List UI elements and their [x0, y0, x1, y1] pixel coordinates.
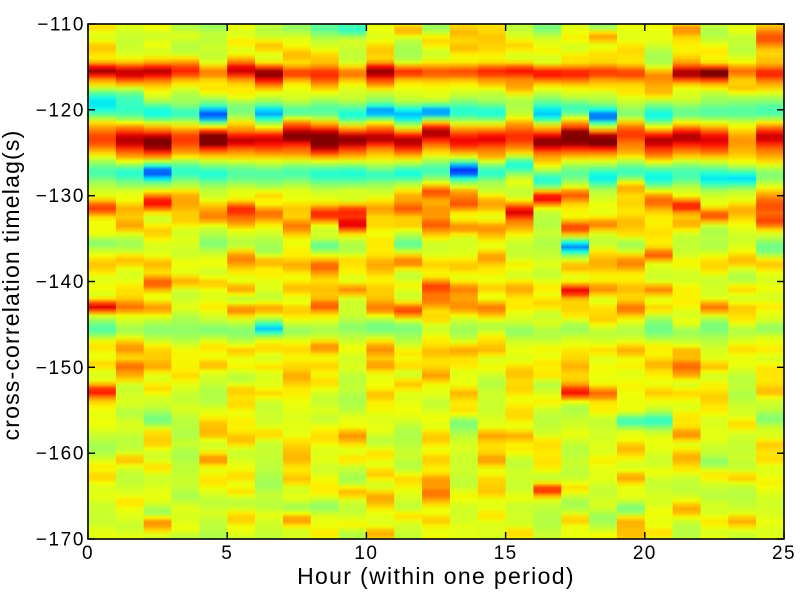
svg-text:−110: −110	[37, 15, 85, 36]
svg-text:10: 10	[354, 543, 378, 564]
svg-text:−170: −170	[36, 530, 85, 551]
svg-text:−160: −160	[36, 444, 85, 465]
svg-text:−150: −150	[36, 358, 85, 379]
svg-text:25: 25	[772, 543, 796, 564]
svg-text:0: 0	[82, 543, 94, 564]
svg-text:cross-correlation timelag(s): cross-correlation timelag(s)	[0, 130, 24, 441]
svg-text:Hour (within one period): Hour (within one period)	[297, 563, 575, 589]
svg-text:20: 20	[633, 543, 657, 564]
svg-text:−140: −140	[36, 272, 85, 293]
svg-text:15: 15	[494, 543, 518, 564]
svg-text:−120: −120	[36, 100, 85, 121]
svg-text:−130: −130	[36, 186, 85, 207]
svg-text:5: 5	[221, 543, 233, 564]
